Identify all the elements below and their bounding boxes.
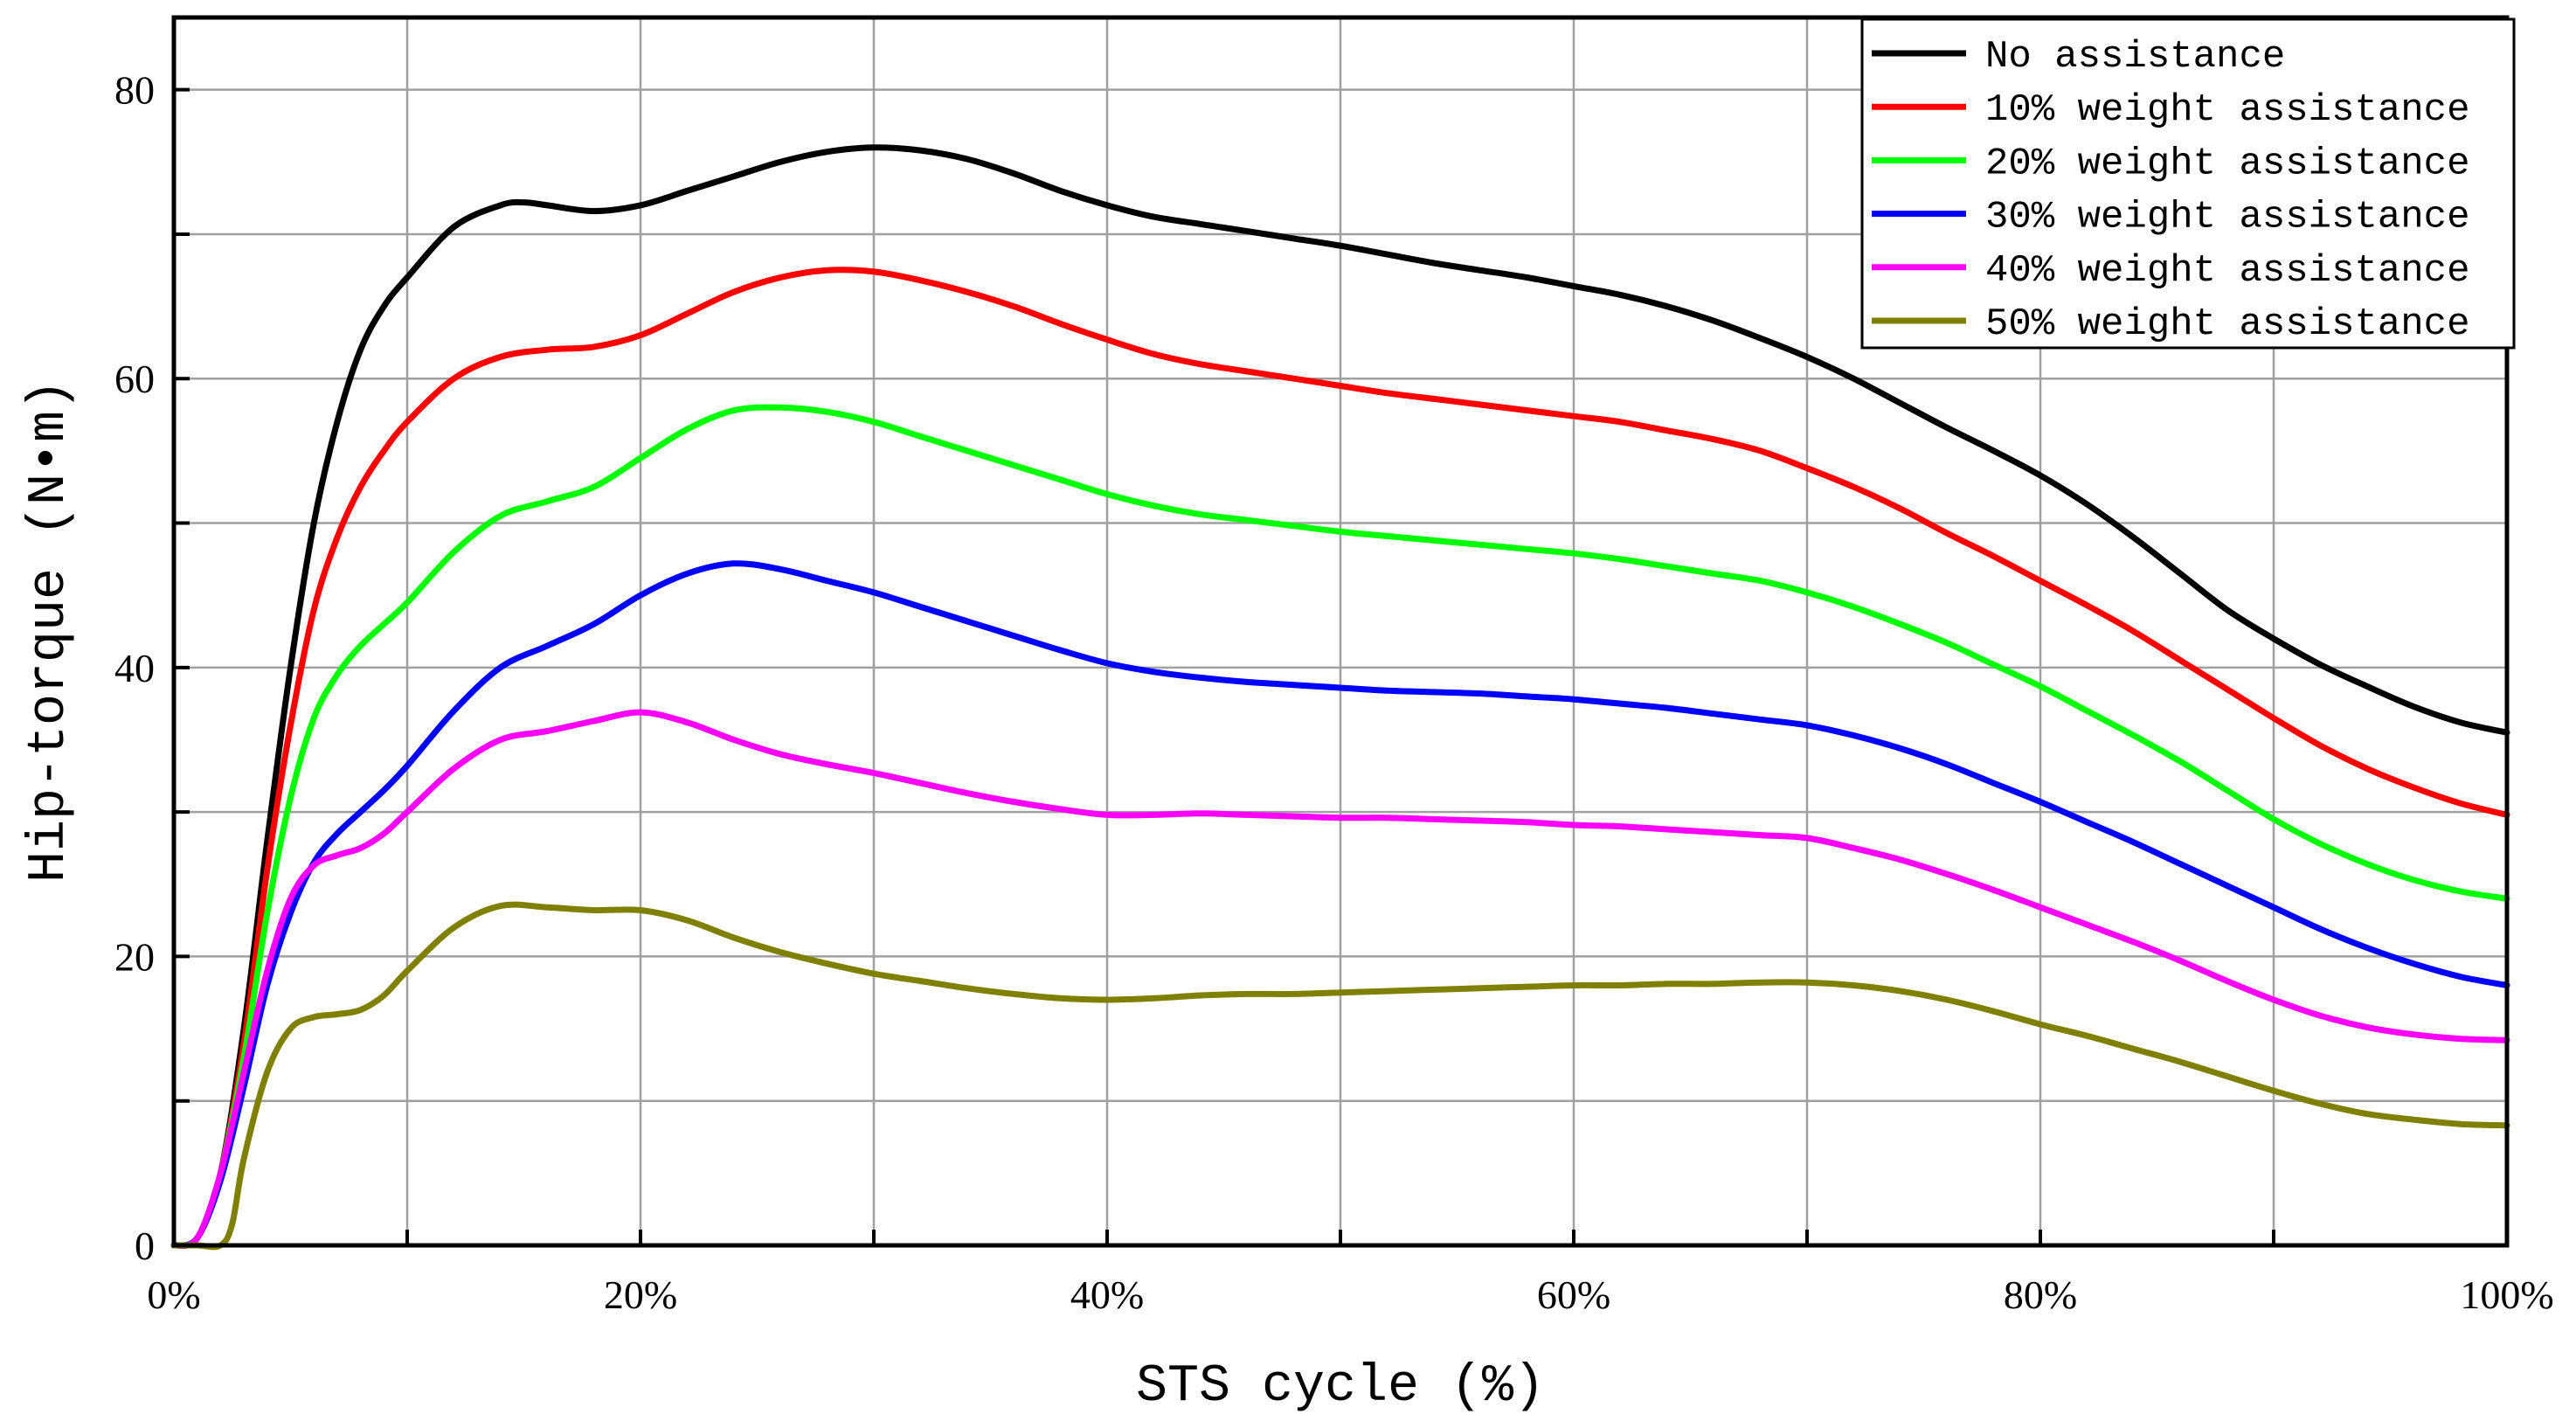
series-line-no-assistance (170, 144, 2510, 1249)
legend-label: 30% weight assistance (1985, 196, 2470, 239)
y-tick-label: 0 (135, 1224, 155, 1268)
series-line-50pct-weight-assistance (170, 901, 2510, 1251)
y-tick-label: 40 (114, 646, 155, 690)
y-tick-label: 80 (114, 68, 155, 113)
x-tick-label: 80% (2004, 1272, 2077, 1317)
legend: No assistance 10% weight assistance 20% we… (1860, 17, 2516, 350)
legend-label: No assistance (1985, 35, 2285, 79)
x-tick-label: 60% (1537, 1272, 1610, 1317)
y-tick-label: 60 (114, 357, 155, 401)
legend-label: 20% weight assistance (1985, 142, 2470, 185)
legend-box (1860, 17, 2516, 350)
plot-frame (171, 15, 2510, 1248)
x-axis-title: STS cycle (%) (1136, 1357, 1545, 1417)
series-line-10pct-weight-assistance (170, 267, 2510, 1249)
y-tick-label: 20 (114, 934, 155, 979)
x-tick-label: 100% (2460, 1272, 2553, 1317)
legend-label: 10% weight assistance (1985, 88, 2470, 132)
x-tick-label: 0% (147, 1272, 200, 1317)
series-line-20pct-weight-assistance (170, 404, 2510, 1249)
y-axis-title: Hip-torque (N•m) (20, 379, 80, 883)
legend-label: 50% weight assistance (1985, 302, 2470, 346)
legend-label: 40% weight assistance (1985, 249, 2470, 293)
x-tick-label: 40% (1070, 1272, 1144, 1317)
x-tick-label: 20% (604, 1272, 677, 1317)
series-line-40pct-weight-assistance (170, 709, 2510, 1249)
x-tick-labels: 0% 20% 40% 60% 80% 100% (147, 1272, 2553, 1317)
series-line-30pct-weight-assistance (170, 560, 2510, 1249)
y-tick-labels: 0 20 40 60 80 (114, 68, 155, 1268)
series-lines (170, 144, 2510, 1251)
